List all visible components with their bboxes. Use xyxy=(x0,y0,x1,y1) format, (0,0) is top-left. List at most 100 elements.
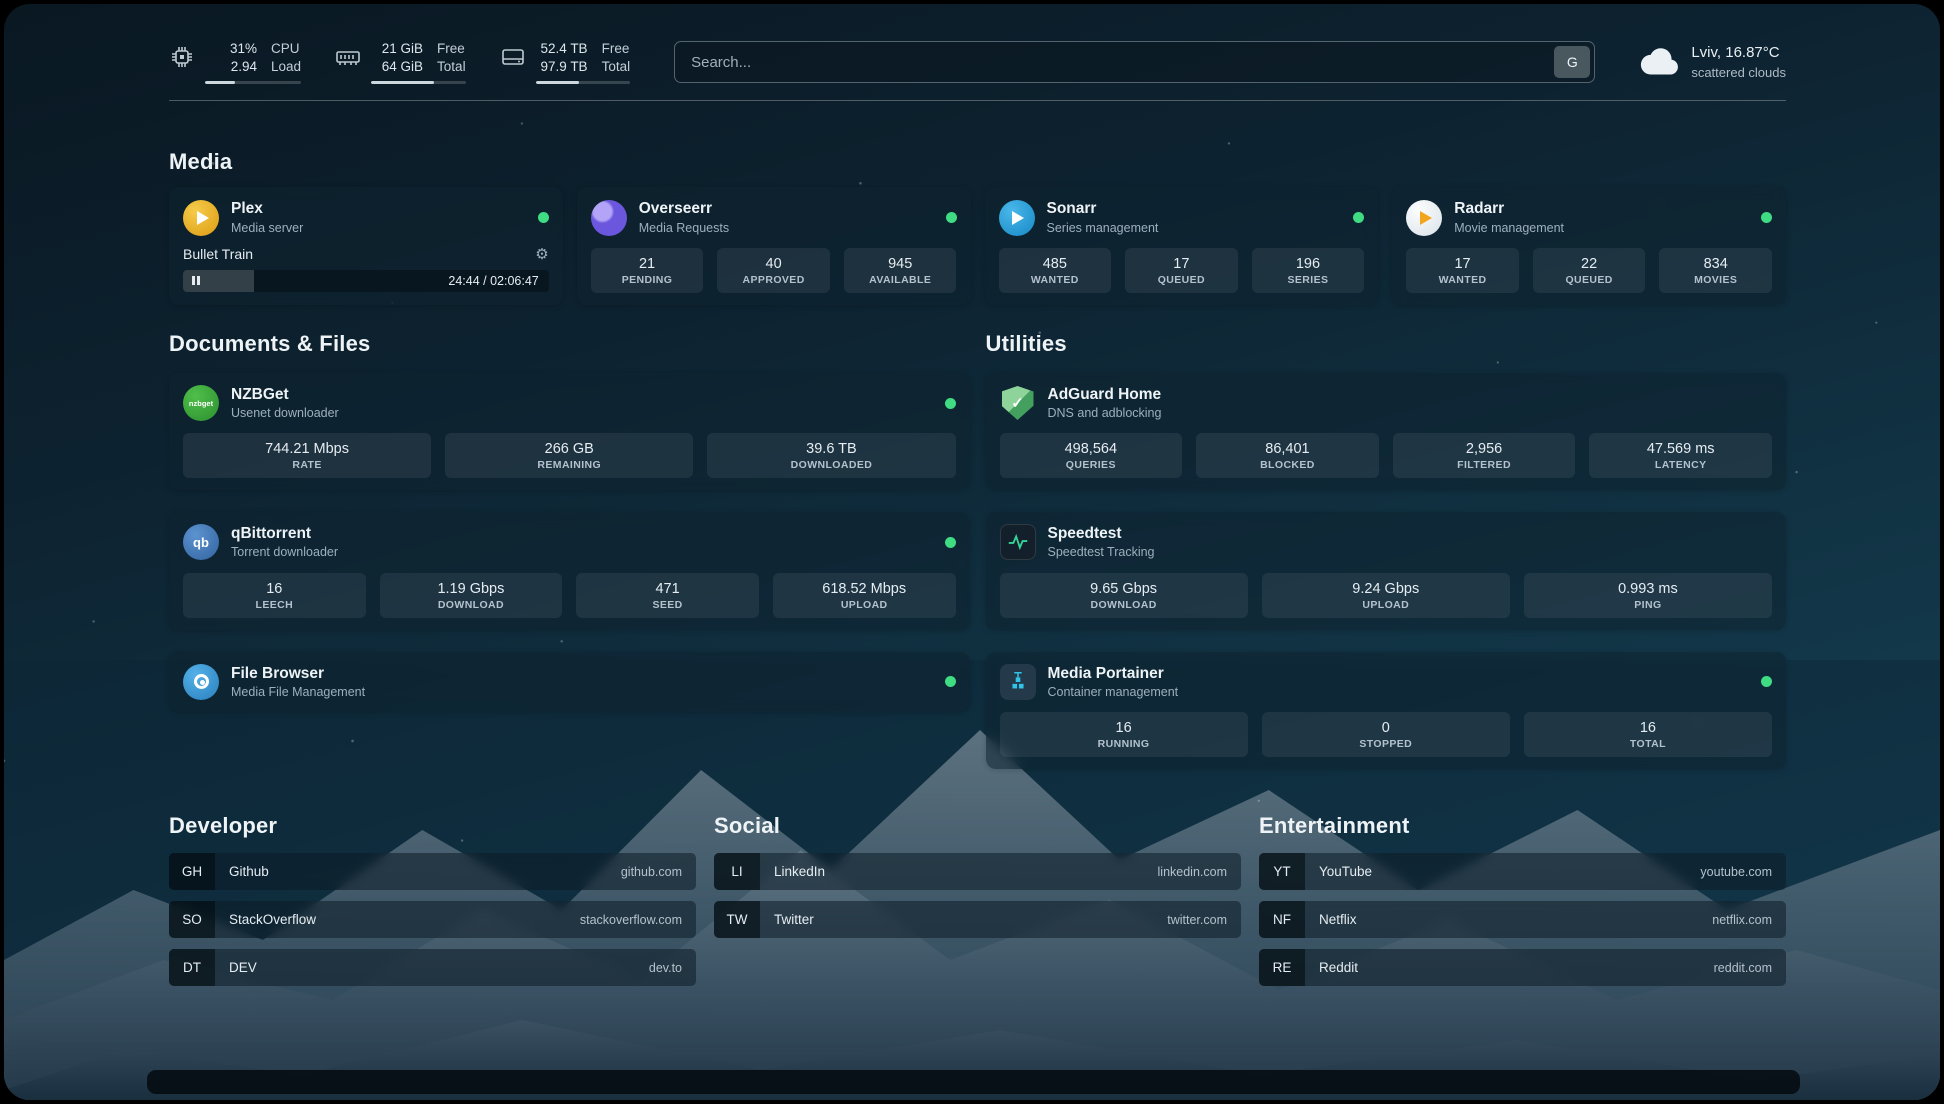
filebrowser-icon xyxy=(183,663,219,700)
bookmark-abbr: DT xyxy=(169,949,215,986)
service-subtitle: Movie management xyxy=(1454,220,1565,235)
service-card-overseerr[interactable]: Overseerr Media Requests 21 PENDING 40 APP… xyxy=(576,187,971,305)
top-bar: 31% 2.94 CPU Load xyxy=(169,40,1786,85)
status-dot xyxy=(944,536,956,548)
memory-widget: 21 GiB 64 GiB Free Total xyxy=(335,40,466,85)
bookmark-name: Twitter xyxy=(774,912,814,927)
bookmark-stackoverflow[interactable]: SO StackOverflow stackoverflow.com xyxy=(169,901,696,938)
section-title-documents: Documents & Files xyxy=(169,330,371,356)
weather-location: Lviv, 16.87°C xyxy=(1691,44,1780,62)
service-card-qbittorrent[interactable]: qb qBittorrent Torrent downloader 16 LEEC… xyxy=(169,512,970,630)
bookmark-github[interactable]: GH Github github.com xyxy=(169,853,696,890)
bookmark-youtube[interactable]: YT YouTube youtube.com xyxy=(1259,853,1786,890)
cpu-progress-fill xyxy=(205,81,235,85)
service-card-adguard[interactable]: ✓ AdGuard Home DNS and adblocking 498,56… xyxy=(985,372,1786,491)
service-subtitle: Torrent downloader xyxy=(231,545,339,560)
bookmarks-column-entertainment: Entertainment YT YouTube youtube.com NF … xyxy=(1259,813,1786,986)
service-subtitle: Usenet downloader xyxy=(231,405,339,420)
speedtest-icon xyxy=(999,524,1036,561)
bookmark-dev[interactable]: DT DEV dev.to xyxy=(169,949,696,986)
bookmark-netflix[interactable]: NF Netflix netflix.com xyxy=(1259,901,1786,938)
service-card-radarr[interactable]: Radarr Movie management 17 WANTED 22 QUEUE… xyxy=(1392,187,1786,305)
service-name: Sonarr xyxy=(1046,200,1097,218)
stat-pending: 21 PENDING xyxy=(590,247,704,293)
nzbget-icon: nzbget xyxy=(183,385,219,422)
utilities-column: Utilities ✓ AdGuard Home DNS and adblock… xyxy=(985,331,1786,769)
service-subtitle: Media Requests xyxy=(638,220,730,235)
cpu-progress-track xyxy=(205,81,302,85)
bookmark-url: linkedin.com xyxy=(1157,864,1227,879)
cpu-load-value: 2.94 xyxy=(230,59,257,75)
weather-widget[interactable]: Lviv, 16.87°C scattered clouds xyxy=(1639,43,1786,81)
bookmark-name: Github xyxy=(229,864,269,879)
stat-latency: 47.569 ms LATENCY xyxy=(1589,433,1772,479)
stat-wanted: 485 WANTED xyxy=(998,247,1112,293)
bookmark-url: youtube.com xyxy=(1700,864,1772,879)
section-title-developer: Developer xyxy=(169,813,278,838)
stat-running: 16 RUNNING xyxy=(999,712,1248,757)
bookmark-abbr: TW xyxy=(714,901,760,938)
bookmark-name: YouTube xyxy=(1319,864,1373,879)
memory-progress-fill xyxy=(371,81,435,85)
service-subtitle: Container management xyxy=(1047,684,1179,699)
status-dot xyxy=(945,212,957,224)
service-card-nzbget[interactable]: nzbget NZBGet Usenet downloader 744.21 M… xyxy=(169,372,970,491)
stat-upload: 618.52 Mbps UPLOAD xyxy=(772,572,956,618)
qbittorrent-icon: qb xyxy=(183,524,219,561)
bookmark-name: DEV xyxy=(229,960,257,975)
cloud-icon xyxy=(1641,48,1679,75)
service-card-filebrowser[interactable]: File Browser Media File Management xyxy=(169,651,970,712)
bookmark-name: Netflix xyxy=(1319,912,1357,927)
pause-icon[interactable] xyxy=(192,276,200,286)
now-playing-title: Bullet Train xyxy=(183,245,254,262)
gear-icon[interactable]: ⚙ xyxy=(535,245,549,263)
stat-rate: 744.21 Mbps RATE xyxy=(183,433,432,479)
service-card-plex[interactable]: Plex Media server Bullet Train ⚙ 24:44 /… xyxy=(169,187,563,305)
bookmark-abbr: RE xyxy=(1259,949,1305,986)
bookmark-name: LinkedIn xyxy=(774,864,826,879)
cpu-label: CPU xyxy=(271,41,300,56)
bookmark-abbr: NF xyxy=(1259,901,1305,938)
status-dot xyxy=(1761,212,1772,224)
bookmarks-column-developer: Developer GH Github github.com SO StackO… xyxy=(169,813,696,986)
search-provider-button[interactable]: G xyxy=(1554,46,1591,79)
stat-queued: 17 QUEUED xyxy=(1125,247,1238,293)
bookmark-url: stackoverflow.com xyxy=(579,912,682,927)
playback-time: 24:44 / 02:06:47 xyxy=(448,273,539,288)
service-name: File Browser xyxy=(231,664,325,682)
playback-progress-bar[interactable]: 24:44 / 02:06:47 xyxy=(183,269,549,292)
stat-downloaded: 39.6 TB DOWNLOADED xyxy=(707,433,956,479)
stat-remaining: 266 GB REMAINING xyxy=(445,433,694,479)
service-subtitle: Media server xyxy=(231,220,304,235)
service-card-speedtest[interactable]: Speedtest Speedtest Tracking 9.65 Gbps DO… xyxy=(985,512,1786,630)
memory-icon xyxy=(336,51,360,65)
playback-progress-fill xyxy=(183,269,255,292)
status-dot xyxy=(1353,212,1365,224)
dashboard-frame: 31% 2.94 CPU Load xyxy=(4,4,1940,1100)
bookmark-reddit[interactable]: RE Reddit reddit.com xyxy=(1259,949,1786,986)
bookmark-url: dev.to xyxy=(648,960,682,975)
stat-movies: 834 MOVIES xyxy=(1659,247,1772,293)
bookmark-twitter[interactable]: TW Twitter twitter.com xyxy=(714,901,1241,938)
service-name: Plex xyxy=(231,200,263,218)
search-bar: G xyxy=(674,41,1596,84)
overseerr-icon xyxy=(590,199,627,236)
stat-wanted: 17 WANTED xyxy=(1406,247,1519,293)
bookmark-abbr: GH xyxy=(169,853,215,890)
memory-free-value: 21 GiB xyxy=(381,41,424,56)
service-name: NZBGet xyxy=(231,385,289,403)
memory-progress-track xyxy=(371,81,466,85)
media-grid: Plex Media server Bullet Train ⚙ 24:44 /… xyxy=(169,187,1786,305)
status-dot xyxy=(537,212,549,224)
search-input[interactable] xyxy=(674,41,1596,84)
service-card-portainer[interactable]: Media Portainer Container management 16 R… xyxy=(985,651,1786,769)
service-name: Overseerr xyxy=(638,200,713,218)
disk-icon xyxy=(501,49,524,65)
bookmark-url: reddit.com xyxy=(1713,960,1772,975)
memory-free-label: Free xyxy=(437,41,465,56)
service-card-sonarr[interactable]: Sonarr Series management 485 WANTED 17 QUE… xyxy=(984,187,1379,305)
status-dot xyxy=(944,676,956,688)
disk-progress-fill xyxy=(535,81,580,85)
stat-approved: 40 APPROVED xyxy=(717,247,830,293)
bookmark-linkedin[interactable]: LI LinkedIn linkedin.com xyxy=(714,853,1241,890)
